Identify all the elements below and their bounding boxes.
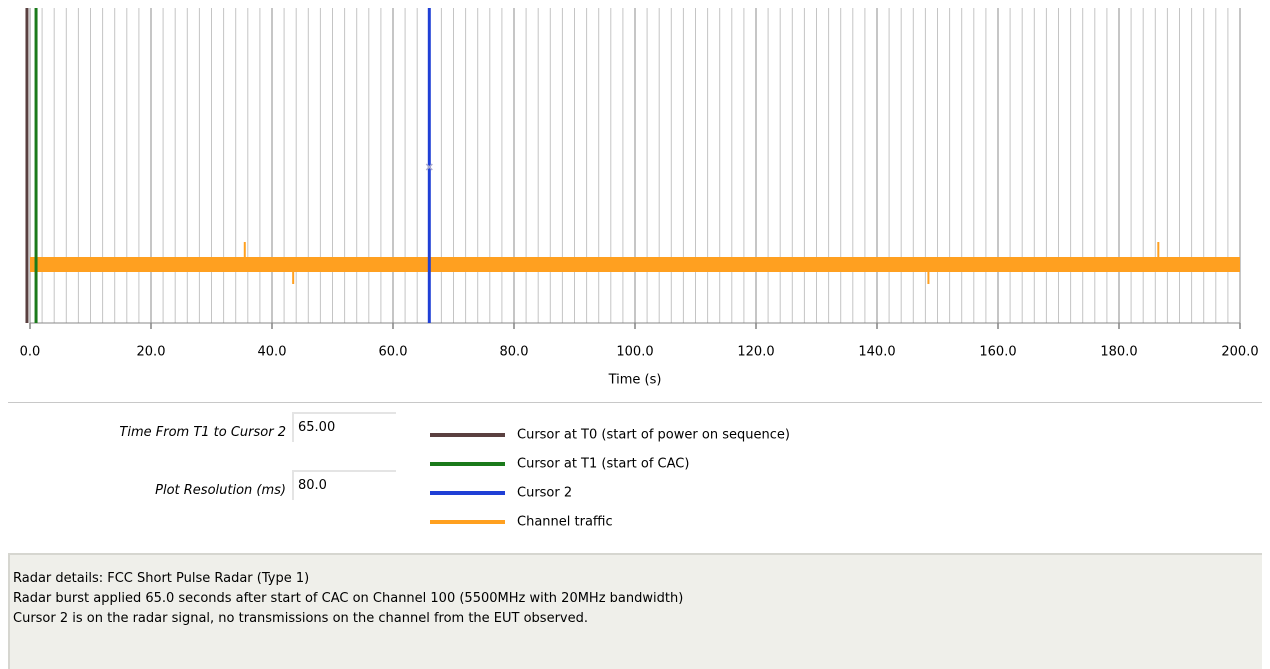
x-tick-label: 0.0 bbox=[20, 345, 41, 360]
x-tick-label: 200.0 bbox=[1221, 345, 1258, 360]
legend-label: Cursor at T0 (start of power on sequence… bbox=[517, 428, 790, 443]
x-tick-label: 120.0 bbox=[737, 345, 774, 360]
x-tick-label: 160.0 bbox=[979, 345, 1016, 360]
legend-label: Cursor 2 bbox=[517, 486, 572, 501]
details-line: Radar details: FCC Short Pulse Radar (Ty… bbox=[13, 571, 310, 586]
separator bbox=[8, 402, 1262, 403]
x-tick-label: 60.0 bbox=[379, 345, 408, 360]
field-label: Time From T1 to Cursor 2 bbox=[119, 425, 286, 440]
plot: Time (s) 0.0 20.0 40.0 60.0 80.0 100.0 120.0 14… bbox=[20, 8, 1259, 388]
field-value: 80.0 bbox=[292, 470, 396, 500]
legend-label: Cursor at T1 (start of CAC) bbox=[517, 457, 689, 472]
legend: Cursor at T0 (start of power on sequence… bbox=[430, 428, 790, 530]
legend-label: Channel traffic bbox=[517, 515, 613, 530]
x-tick-label: 40.0 bbox=[258, 345, 287, 360]
field-label: Plot Resolution (ms) bbox=[155, 483, 286, 498]
x-tick-label: 100.0 bbox=[616, 345, 653, 360]
field-value: 65.00 bbox=[292, 412, 396, 442]
x-tick-label: 180.0 bbox=[1100, 345, 1137, 360]
x-tick-label: 140.0 bbox=[858, 345, 895, 360]
cursor-handle bbox=[425, 163, 433, 171]
details-box: Radar details: FCC Short Pulse Radar (Ty… bbox=[8, 553, 1262, 669]
details-line: Cursor 2 is on the radar signal, no tran… bbox=[13, 611, 588, 626]
x-axis-label: Time (s) bbox=[608, 373, 662, 388]
details-line: Radar burst applied 65.0 seconds after s… bbox=[13, 591, 684, 606]
x-tick-label: 20.0 bbox=[137, 345, 166, 360]
traffic-band bbox=[30, 257, 1240, 272]
x-tick-label: 80.0 bbox=[500, 345, 529, 360]
